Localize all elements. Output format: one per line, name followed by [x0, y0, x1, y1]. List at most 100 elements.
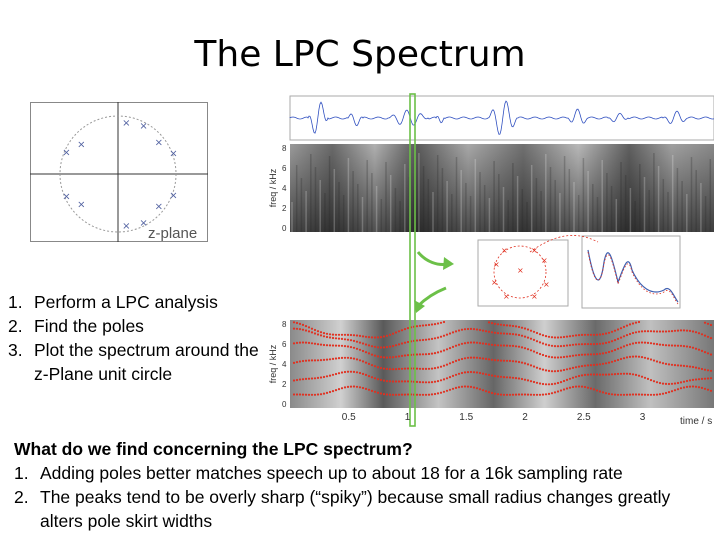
formant-point	[523, 378, 527, 381]
formant-point	[664, 382, 668, 385]
formant-point	[364, 373, 368, 376]
formant-point	[346, 338, 350, 341]
formant-point	[337, 337, 341, 340]
formant-point	[442, 390, 446, 393]
formant-point	[688, 345, 692, 349]
formant-point	[439, 350, 443, 353]
formant-point	[334, 357, 338, 360]
formant-point	[358, 341, 362, 344]
formant-point	[502, 359, 506, 362]
formant-point	[421, 381, 425, 384]
formant-point	[541, 393, 545, 396]
formant-point	[364, 361, 368, 364]
formant-point	[385, 334, 389, 337]
formant-point	[574, 334, 578, 337]
formant-point	[556, 336, 560, 339]
formant-point	[472, 371, 476, 374]
formant-point	[640, 375, 644, 378]
formant-point	[625, 334, 629, 337]
formant-point	[562, 355, 566, 359]
formant-point	[703, 387, 707, 390]
formant-point	[631, 342, 635, 345]
formant-point	[523, 327, 527, 330]
formant-point	[460, 371, 464, 375]
formant-point	[688, 379, 692, 382]
formant-point	[340, 344, 344, 347]
formant-point	[292, 342, 296, 345]
formant-point	[604, 351, 608, 354]
formant-point	[376, 336, 380, 339]
formant-point	[499, 359, 503, 362]
formant-point	[454, 373, 458, 376]
formant-point	[652, 380, 656, 383]
formant-point	[574, 354, 578, 357]
formant-point	[481, 389, 485, 392]
formant-point	[325, 391, 329, 394]
formant-point	[298, 393, 302, 396]
formant-point	[532, 338, 536, 341]
pole-marker: ×	[155, 202, 163, 213]
formant-point	[658, 381, 662, 385]
formant-point	[559, 336, 563, 339]
formant-point	[511, 344, 515, 347]
formant-point	[709, 337, 713, 340]
formant-point	[445, 377, 449, 380]
time-tick-label: 2.5	[577, 412, 591, 423]
formant-point	[484, 357, 488, 360]
formant-point	[514, 325, 518, 328]
formant-point	[304, 341, 308, 344]
formant-point	[346, 370, 350, 373]
formant-point	[709, 377, 713, 380]
formant-point	[562, 368, 566, 372]
finding-number: 2.	[14, 487, 29, 507]
formant-point	[475, 371, 479, 374]
formant-point	[322, 358, 326, 361]
formant-point	[463, 371, 467, 374]
formant-point	[526, 348, 530, 351]
formant-point	[598, 333, 602, 336]
formant-point	[643, 393, 647, 396]
formant-point	[532, 330, 536, 333]
formant-point	[511, 393, 515, 396]
formant-point	[613, 359, 617, 362]
formant-point	[565, 387, 569, 390]
formant-point	[307, 359, 311, 362]
formant-point	[313, 377, 317, 380]
formant-point	[406, 327, 410, 330]
formant-point	[652, 342, 656, 345]
inset-unit-circle	[493, 245, 547, 299]
formant-point	[424, 353, 428, 356]
formant-point	[685, 379, 689, 383]
formant-point	[616, 337, 620, 340]
formant-point	[427, 338, 431, 341]
formant-point	[580, 353, 584, 356]
formant-point	[325, 375, 329, 378]
freq-tick-label: 0	[282, 224, 287, 233]
formant-point	[583, 373, 587, 376]
formant-point	[331, 357, 335, 360]
formant-point	[706, 352, 710, 355]
formant-point	[481, 342, 485, 345]
formant-point	[580, 374, 584, 377]
formant-point	[694, 385, 698, 388]
formant-point	[328, 358, 332, 361]
formant-point	[415, 325, 419, 328]
formant-point	[529, 329, 533, 332]
formant-point	[649, 358, 653, 361]
findings-question: What do we find concerning the LPC spect…	[14, 439, 413, 459]
formant-point	[607, 341, 611, 344]
formant-point	[550, 356, 554, 359]
formant-point	[475, 341, 479, 344]
formant-point	[685, 329, 689, 332]
formant-point	[613, 393, 617, 396]
finding-item: 2. The peaks tend to be overly sharp (“sp…	[14, 485, 714, 533]
formant-point	[370, 389, 374, 392]
formant-point	[508, 344, 512, 347]
formant-point	[583, 385, 587, 389]
formant-point	[397, 330, 401, 333]
freq-tick-label: 6	[282, 340, 287, 349]
formant-point	[703, 351, 707, 354]
formant-point	[658, 343, 662, 346]
formant-point	[436, 366, 440, 369]
formant-point	[364, 387, 368, 390]
